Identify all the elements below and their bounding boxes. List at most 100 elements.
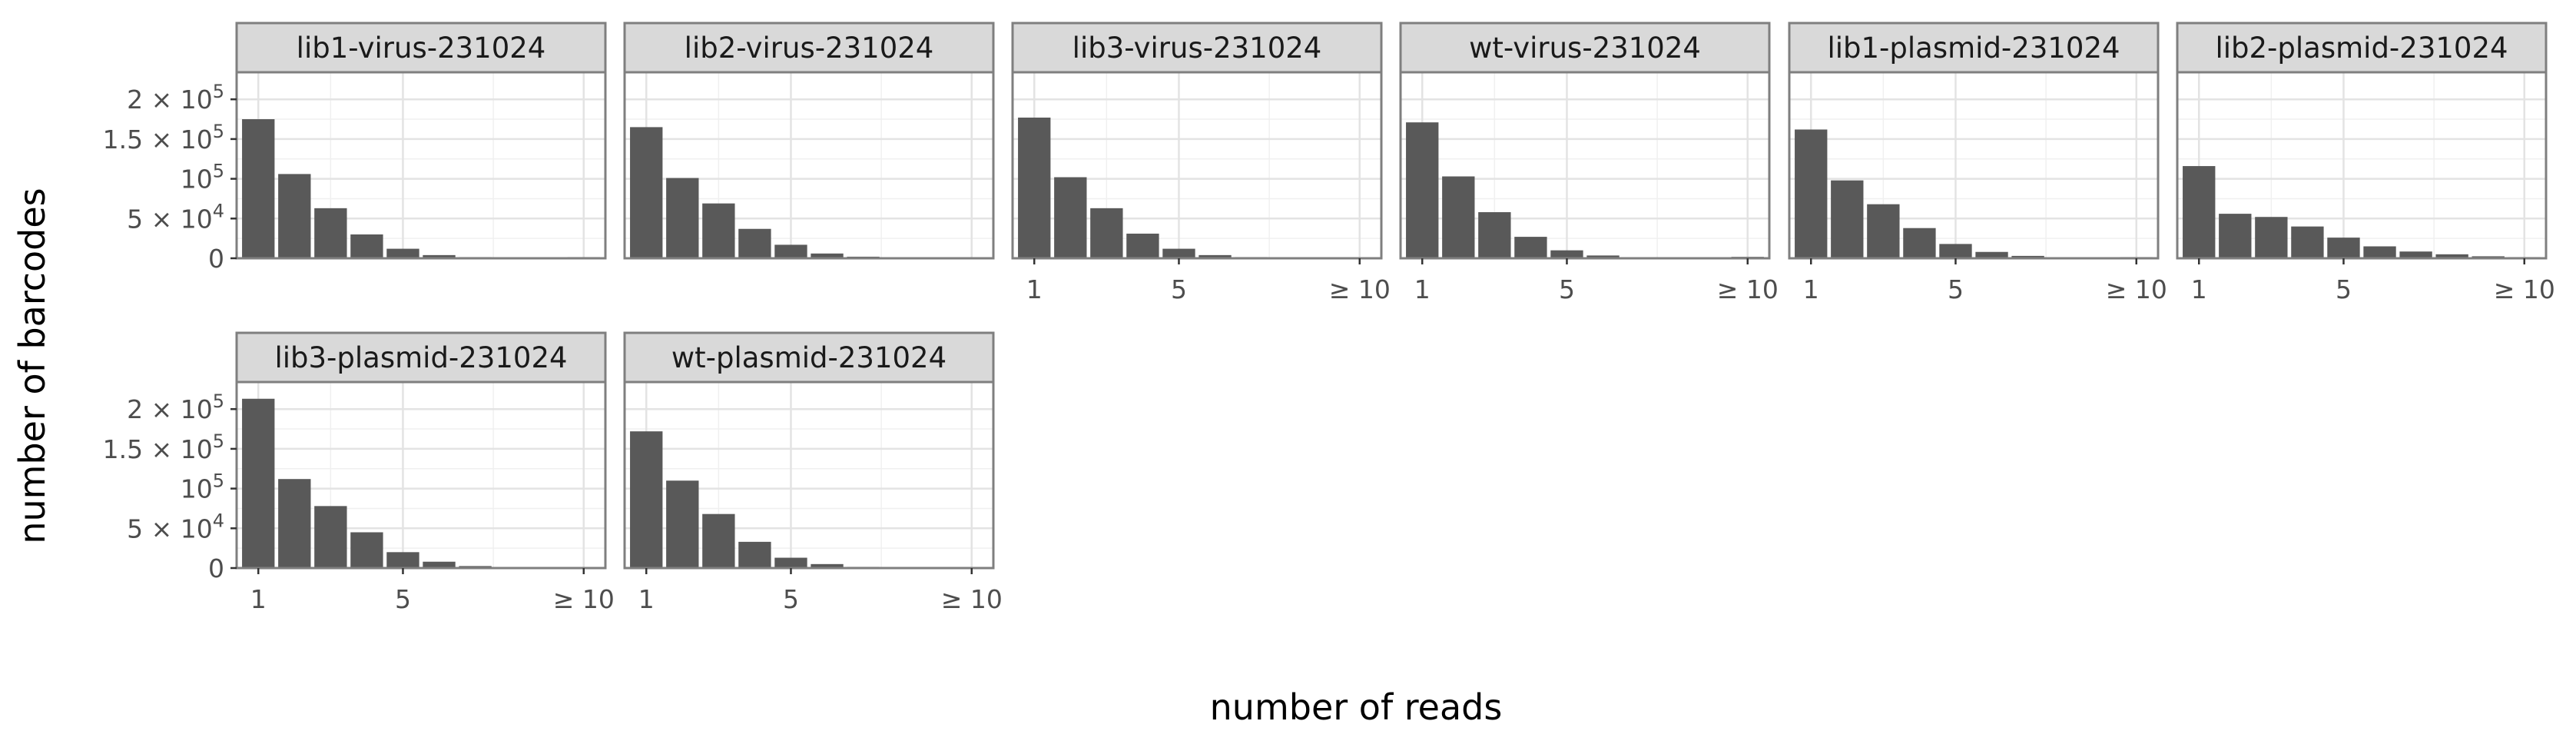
panel-lib2-plasmid-231024: lib2-plasmid-231024 1 5 ≥ 10 bbox=[2176, 22, 2555, 304]
bar bbox=[1795, 129, 1828, 258]
bar bbox=[314, 506, 347, 568]
bar bbox=[702, 203, 735, 258]
y-tick-label: 0 bbox=[208, 244, 224, 274]
panel-wt-plasmid-231024: wt-plasmid-231024 1 5 ≥ 10 bbox=[623, 331, 1003, 614]
y-tick-label: 105 bbox=[181, 470, 224, 504]
bar bbox=[1054, 177, 1087, 258]
x-tick-label: ≥ 10 bbox=[2494, 274, 2555, 304]
x-tick-label: ≥ 10 bbox=[941, 584, 1003, 614]
bar bbox=[1550, 250, 1583, 258]
bar bbox=[350, 234, 383, 258]
y-tick-label: 2 × 105 bbox=[127, 390, 224, 424]
panel-lib3-plasmid-231024: lib3-plasmid-231024 0 5 × 104 105 1.5 × 105 2… bbox=[103, 331, 615, 614]
y-tick-label: 0 bbox=[208, 553, 224, 583]
facet-strip-label: lib3-plasmid-231024 bbox=[274, 341, 567, 374]
x-axis-title: number of reads bbox=[1210, 686, 1503, 728]
facet-strip bbox=[2176, 22, 2548, 74]
bar bbox=[278, 174, 311, 258]
facet-strip bbox=[235, 331, 607, 384]
x-tick-label: 5 bbox=[1948, 274, 1964, 304]
y-tick-label: 105 bbox=[181, 161, 224, 194]
facet-strip-label: wt-plasmid-231024 bbox=[671, 341, 947, 374]
bar bbox=[630, 431, 663, 568]
facet-strip-label: lib3-virus-231024 bbox=[1073, 32, 1322, 65]
bar bbox=[314, 208, 347, 258]
facet-strip bbox=[623, 22, 995, 74]
bar bbox=[1442, 176, 1475, 258]
bar bbox=[1867, 204, 1900, 258]
bar bbox=[1162, 248, 1195, 258]
bar bbox=[2327, 238, 2360, 258]
y-tick-label: 2 × 105 bbox=[127, 81, 224, 115]
bar bbox=[2011, 255, 2044, 258]
facet-strip bbox=[1788, 22, 2160, 74]
bar bbox=[1126, 233, 1159, 258]
panel-lib1-plasmid-231024: lib1-plasmid-231024 1 5 ≥ 10 bbox=[1788, 22, 2167, 304]
bar bbox=[666, 178, 699, 258]
x-tick-label: ≥ 10 bbox=[2106, 274, 2167, 304]
bar bbox=[1478, 212, 1511, 258]
x-tick-label: 1 bbox=[1803, 274, 1819, 304]
bar bbox=[1939, 244, 1972, 258]
bar bbox=[1514, 237, 1547, 258]
facet-strip-label: lib2-plasmid-231024 bbox=[2215, 32, 2508, 65]
x-tick-label: 1 bbox=[1414, 274, 1431, 304]
bar bbox=[350, 532, 383, 568]
x-tick-label: 1 bbox=[2191, 274, 2207, 304]
y-axis-title: number of barcodes bbox=[12, 188, 53, 543]
x-tick-label: 1 bbox=[250, 584, 267, 614]
y-tick-label: 5 × 104 bbox=[127, 200, 224, 234]
bar bbox=[2219, 214, 2252, 258]
x-tick-label: ≥ 10 bbox=[1717, 274, 1779, 304]
facet-strip-label: wt-virus-231024 bbox=[1469, 32, 1701, 65]
bar bbox=[1903, 228, 1936, 258]
facet-strip bbox=[235, 22, 607, 74]
bar bbox=[1586, 255, 1620, 258]
x-tick-label: ≥ 10 bbox=[553, 584, 615, 614]
bar bbox=[278, 479, 311, 568]
y-tick-label: 5 × 104 bbox=[127, 510, 224, 543]
facet-strip-label: lib1-virus-231024 bbox=[297, 32, 546, 65]
x-tick-label: 1 bbox=[638, 584, 655, 614]
bar bbox=[738, 541, 771, 568]
bar bbox=[1406, 122, 1439, 258]
panel-wt-virus-231024: wt-virus-231024 1 5 ≥ 10 bbox=[1399, 22, 1779, 304]
x-tick-label: 5 bbox=[395, 584, 411, 614]
bar bbox=[811, 253, 844, 258]
bar bbox=[242, 119, 275, 258]
y-tick-label: 1.5 × 105 bbox=[103, 121, 224, 155]
x-tick-label: 1 bbox=[1026, 274, 1043, 304]
panel-lib3-virus-231024: lib3-virus-231024 1 5 ≥ 10 bbox=[1011, 22, 1391, 304]
bar bbox=[2399, 251, 2432, 258]
bar bbox=[423, 561, 456, 568]
bar bbox=[738, 228, 771, 258]
bar bbox=[2435, 254, 2468, 258]
bar bbox=[1198, 254, 1232, 258]
bar bbox=[1975, 251, 2008, 258]
bar bbox=[386, 248, 419, 258]
panel-lib1-virus-231024: lib1-virus-231024 0 5 × 104 105 1.5 × 105 2 ×… bbox=[103, 22, 607, 274]
facet-strip-label: lib2-virus-231024 bbox=[685, 32, 934, 65]
x-tick-label: 5 bbox=[1559, 274, 1575, 304]
bar bbox=[811, 563, 844, 568]
bar bbox=[702, 513, 735, 568]
facet-strip-label: lib1-plasmid-231024 bbox=[1827, 32, 2120, 65]
x-tick-label: 5 bbox=[1171, 274, 1187, 304]
bar bbox=[1018, 117, 1051, 258]
bar bbox=[774, 244, 807, 258]
bar bbox=[666, 480, 699, 568]
facet-strip bbox=[1011, 22, 1383, 74]
bar bbox=[2183, 166, 2216, 258]
bar bbox=[1831, 180, 1864, 258]
bar bbox=[630, 127, 663, 258]
bar bbox=[2363, 246, 2396, 258]
x-tick-label: 5 bbox=[783, 584, 799, 614]
bar bbox=[2255, 217, 2288, 258]
bar bbox=[774, 557, 807, 568]
facet-strip bbox=[623, 331, 995, 384]
panel-lib2-virus-231024: lib2-virus-231024 bbox=[623, 22, 995, 260]
x-tick-label: 5 bbox=[2336, 274, 2352, 304]
bar bbox=[1090, 208, 1123, 258]
